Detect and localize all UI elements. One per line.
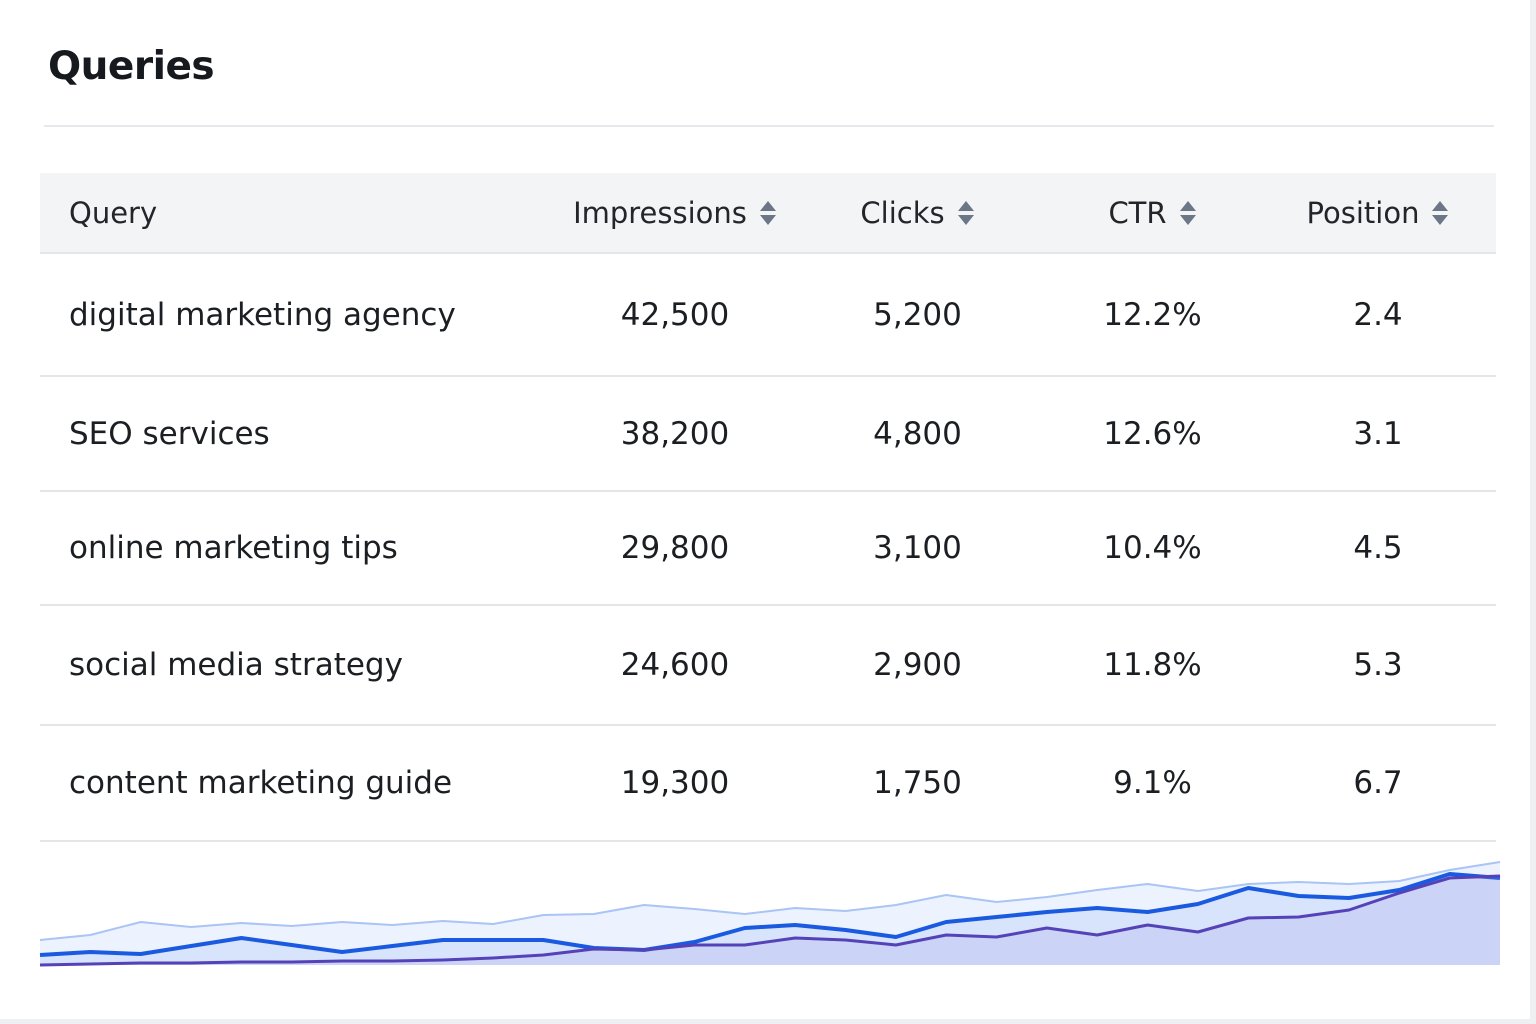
column-label: CTR [1108,195,1167,230]
cell-clicks: 4,800 [873,415,962,452]
series-light-line [39,861,1501,941]
sort-icon[interactable] [1179,200,1197,226]
column-label: Query [69,195,158,230]
cell-query: SEO services [69,415,270,452]
cell-clicks: 1,750 [873,765,962,801]
column-label: Clicks [860,195,945,230]
cell-clicks: 5,200 [873,296,962,333]
cell-position: 6.7 [1353,765,1403,801]
cell-position: 2.4 [1353,296,1403,333]
cell-ctr: 10.4% [1103,530,1202,566]
cell-query: content marketing guide [69,765,453,801]
table-row[interactable]: content marketing guide 19,300 1,750 9.1… [40,726,1496,842]
cell-ctr: 11.8% [1103,647,1202,683]
divider [44,125,1494,127]
table-row[interactable]: SEO services 38,200 4,800 12.6% 3.1 [40,377,1496,492]
cell-clicks: 2,900 [873,647,962,683]
table-header: Query Impressions Clicks CTR Position [40,173,1496,254]
column-header-clicks[interactable]: Clicks [790,196,1045,230]
cell-impressions: 19,300 [620,765,730,801]
cell-query: digital marketing agency [69,296,456,333]
cell-impressions: 29,800 [620,530,730,566]
cell-position: 3.1 [1353,415,1403,452]
page-title: Queries [48,44,215,89]
column-header-ctr[interactable]: CTR [1045,196,1260,230]
column-header-position[interactable]: Position [1260,196,1496,230]
cell-impressions: 38,200 [620,415,730,452]
cell-position: 5.3 [1353,647,1403,683]
series-blue-area [40,874,1500,965]
cell-clicks: 3,100 [873,530,962,566]
table-row[interactable]: social media strategy 24,600 2,900 11.8%… [40,606,1496,726]
column-label: Impressions [573,195,747,230]
column-header-query: Query [40,196,560,230]
cell-ctr: 9.1% [1113,765,1192,801]
sort-icon[interactable] [957,200,975,226]
cell-ctr: 12.6% [1103,415,1202,452]
table-row[interactable]: digital marketing agency 42,500 5,200 12… [40,254,1496,377]
cell-query: online marketing tips [69,530,398,566]
series-light-area [40,862,1500,965]
cell-query: social media strategy [69,647,403,683]
sort-icon[interactable] [1431,200,1449,226]
trend-chart [39,861,1501,967]
table-row[interactable]: online marketing tips 29,800 3,100 10.4%… [40,492,1496,606]
cell-position: 4.5 [1353,530,1403,566]
cell-impressions: 24,600 [620,647,730,683]
queries-table: Query Impressions Clicks CTR Position di… [40,173,1496,842]
series-purple-area [40,876,1500,965]
cell-ctr: 12.2% [1103,296,1202,333]
series-blue-line [39,872,1501,957]
sort-icon[interactable] [759,200,777,226]
column-header-impressions[interactable]: Impressions [560,196,790,230]
column-label: Position [1306,195,1420,230]
series-purple-line [39,874,1501,967]
cell-impressions: 42,500 [620,296,730,333]
